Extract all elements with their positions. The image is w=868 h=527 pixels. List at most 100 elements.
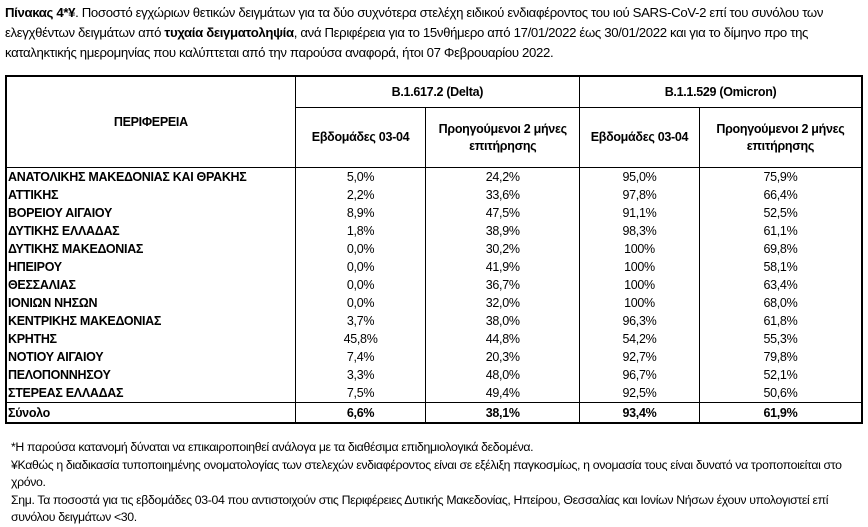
value-cell: 75,9% [698, 167, 863, 186]
subheader: Προηγούμενοι 2 μήνες επιτήρησης [425, 107, 581, 168]
value-cell: 100% [579, 240, 700, 258]
caption-bold: τυχαία δειγματοληψία [164, 25, 294, 40]
value-cell: 3,3% [294, 366, 427, 384]
value-cell: 100% [579, 276, 700, 294]
value-cell: 48,0% [425, 366, 581, 384]
caption-text-end: , ανά Περιφέρεια για το 15νθήμερο από 17… [5, 25, 809, 60]
variant-table: ΠΕΡΙΦΕΡΕΙΑ B.1.617.2 (Delta) B.1.1.529 (… [4, 75, 864, 424]
value-cell: 3,7% [294, 312, 427, 330]
table-row: ΘΕΣΣΑΛΙΑΣ 0,0% 36,7% 100% 63,4% [4, 276, 863, 294]
value-cell: 100% [579, 294, 700, 312]
value-cell: 61,1% [698, 222, 863, 240]
table-row: ΑΤΤΙΚΗΣ 2,2% 33,6% 97,8% 66,4% [4, 186, 863, 204]
value-cell: 93,4% [579, 402, 700, 424]
value-cell: 96,7% [579, 366, 700, 384]
table-row: ΚΕΝΤΡΙΚΗΣ ΜΑΚΕΔΟΝΙΑΣ 3,7% 38,0% 96,3% 61,8% [4, 312, 863, 330]
value-cell: 66,4% [698, 186, 863, 204]
table-row: ΚΡΗΤΗΣ 45,8% 44,8% 54,2% 55,3% [4, 330, 863, 348]
subheader: Προηγούμενοι 2 μήνες επιτήρησης [698, 107, 863, 168]
region-cell: ΑΝΑΤΟΛΙΚΗΣ ΜΑΚΕΔΟΝΙΑΣ ΚΑΙ ΘΡΑΚΗΣ [4, 167, 296, 186]
region-cell: ΘΕΣΣΑΛΙΑΣ [4, 276, 296, 294]
subheader: Εβδομάδες 03-04 [579, 107, 700, 168]
value-cell: 41,9% [425, 258, 581, 276]
region-cell: ΝΟΤΙΟΥ ΑΙΓΑΙΟΥ [4, 348, 296, 366]
value-cell: 0,0% [294, 294, 427, 312]
value-cell: 91,1% [579, 204, 700, 222]
value-cell: 7,5% [294, 384, 427, 403]
value-cell: 36,7% [425, 276, 581, 294]
value-cell: 24,2% [425, 167, 581, 186]
value-cell: 92,5% [579, 384, 700, 403]
region-cell: ΑΤΤΙΚΗΣ [4, 186, 296, 204]
value-cell: 69,8% [698, 240, 863, 258]
value-cell: 1,8% [294, 222, 427, 240]
value-cell: 52,1% [698, 366, 863, 384]
region-cell: ΠΕΛΟΠΟΝΝΗΣΟΥ [4, 366, 296, 384]
group-header-omicron: B.1.1.529 (Omicron) [579, 75, 864, 108]
value-cell: 100% [579, 258, 700, 276]
region-cell: ΙΟΝΙΩΝ ΝΗΣΩΝ [4, 294, 296, 312]
value-cell: 55,3% [698, 330, 863, 348]
table-row: ΙΟΝΙΩΝ ΝΗΣΩΝ 0,0% 32,0% 100% 68,0% [4, 294, 863, 312]
region-cell: ΚΕΝΤΡΙΚΗΣ ΜΑΚΕΔΟΝΙΑΣ [4, 312, 296, 330]
value-cell: 61,9% [698, 402, 863, 424]
value-cell: 0,0% [294, 276, 427, 294]
table-row: ΒΟΡΕΙΟΥ ΑΙΓΑΙΟΥ 8,9% 47,5% 91,1% 52,5% [4, 204, 863, 222]
value-cell: 96,3% [579, 312, 700, 330]
value-cell: 5,0% [294, 167, 427, 186]
value-cell: 33,6% [425, 186, 581, 204]
value-cell: 8,9% [294, 204, 427, 222]
table-row: ΔΥΤΙΚΗΣ ΕΛΛΑΔΑΣ 1,8% 38,9% 98,3% 61,1% [4, 222, 863, 240]
value-cell: 79,8% [698, 348, 863, 366]
value-cell: 92,7% [579, 348, 700, 366]
group-header-delta: B.1.617.2 (Delta) [294, 75, 581, 108]
value-cell: 49,4% [425, 384, 581, 403]
region-cell: ΒΟΡΕΙΟΥ ΑΙΓΑΙΟΥ [4, 204, 296, 222]
region-header: ΠΕΡΙΦΕΡΕΙΑ [4, 75, 296, 168]
table-row: ΝΟΤΙΟΥ ΑΙΓΑΙΟΥ 7,4% 20,3% 92,7% 79,8% [4, 348, 863, 366]
table-row: ΔΥΤΙΚΗΣ ΜΑΚΕΔΟΝΙΑΣ 0,0% 30,2% 100% 69,8% [4, 240, 863, 258]
value-cell: 54,2% [579, 330, 700, 348]
value-cell: 47,5% [425, 204, 581, 222]
value-cell: 20,3% [425, 348, 581, 366]
value-cell: 50,6% [698, 384, 863, 403]
value-cell: 2,2% [294, 186, 427, 204]
region-cell: ΣΤΕΡΕΑΣ ΕΛΛΑΔΑΣ [4, 384, 296, 403]
caption-text: . Ποσοστό εγχώριων θετικών δειγμάτων για… [5, 5, 824, 40]
region-cell: ΔΥΤΙΚΗΣ ΕΛΛΑΔΑΣ [4, 222, 296, 240]
value-cell: 6,6% [294, 402, 427, 424]
table-row: ΣΤΕΡΕΑΣ ΕΛΛΑΔΑΣ 7,5% 49,4% 92,5% 50,6% [4, 384, 863, 403]
footnote: ¥Καθώς η διαδικασία τυποποιημένης ονοματ… [11, 457, 842, 490]
footnote: Σημ. Τα ποσοστά για τις εβδομάδες 03-04 … [11, 492, 829, 525]
value-cell: 98,3% [579, 222, 700, 240]
region-cell: ΗΠΕΙΡΟΥ [4, 258, 296, 276]
value-cell: 52,5% [698, 204, 863, 222]
value-cell: 38,0% [425, 312, 581, 330]
subheader: Εβδομάδες 03-04 [294, 107, 427, 168]
region-cell: ΚΡΗΤΗΣ [4, 330, 296, 348]
value-cell: 38,9% [425, 222, 581, 240]
value-cell: 30,2% [425, 240, 581, 258]
value-cell: 32,0% [425, 294, 581, 312]
value-cell: 95,0% [579, 167, 700, 186]
region-cell: Σύνολο [4, 402, 296, 424]
table-row: ΗΠΕΙΡΟΥ 0,0% 41,9% 100% 58,1% [4, 258, 863, 276]
value-cell: 97,8% [579, 186, 700, 204]
value-cell: 45,8% [294, 330, 427, 348]
caption-label: Πίνακας 4*¥ [5, 5, 76, 20]
value-cell: 0,0% [294, 240, 427, 258]
value-cell: 38,1% [425, 402, 581, 424]
region-cell: ΔΥΤΙΚΗΣ ΜΑΚΕΔΟΝΙΑΣ [4, 240, 296, 258]
value-cell: 61,8% [698, 312, 863, 330]
value-cell: 44,8% [425, 330, 581, 348]
value-cell: 68,0% [698, 294, 863, 312]
value-cell: 0,0% [294, 258, 427, 276]
footnote: *Η παρούσα κατανομή δύναται να επικαιροπ… [11, 440, 534, 454]
table-row: ΑΝΑΤΟΛΙΚΗΣ ΜΑΚΕΔΟΝΙΑΣ ΚΑΙ ΘΡΑΚΗΣ 5,0% 24,2… [4, 167, 863, 186]
value-cell: 63,4% [698, 276, 863, 294]
total-row: Σύνολο 6,6% 38,1% 93,4% 61,9% [4, 402, 863, 424]
table-caption: Πίνακας 4*¥. Ποσοστό εγχώριων θετικών δε… [5, 3, 863, 63]
footnotes: *Η παρούσα κατανομή δύναται να επικαιροπ… [5, 439, 863, 527]
table-row: ΠΕΛΟΠΟΝΝΗΣΟΥ 3,3% 48,0% 96,7% 52,1% [4, 366, 863, 384]
value-cell: 58,1% [698, 258, 863, 276]
